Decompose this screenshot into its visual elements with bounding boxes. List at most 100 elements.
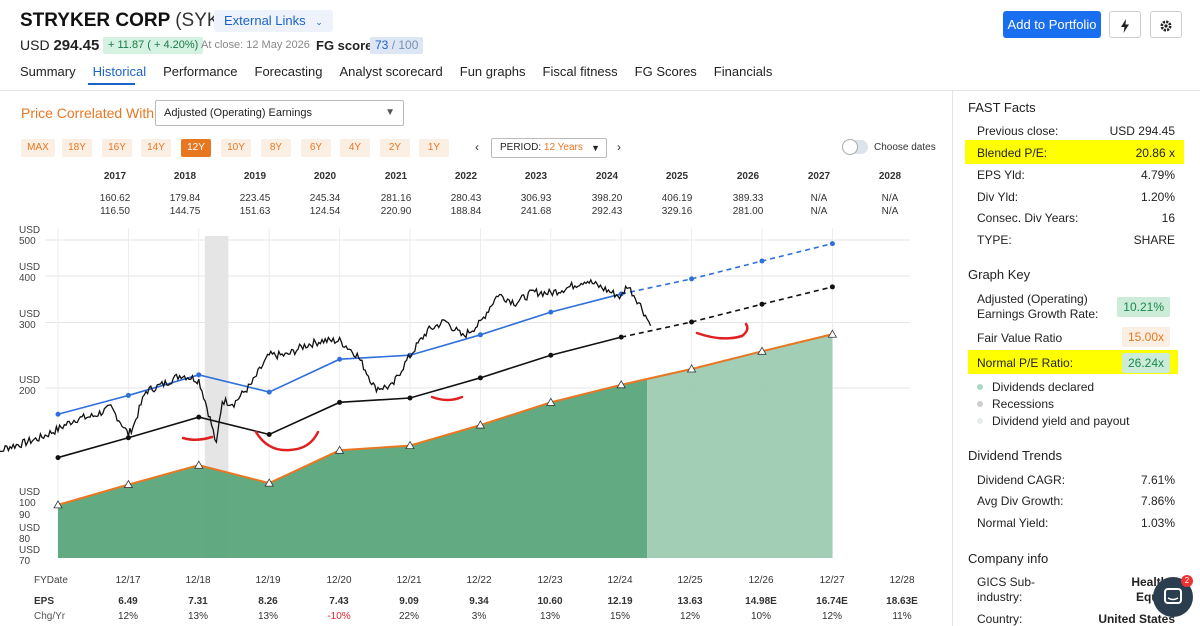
normal-pe-label: Normal P/E Ratio: xyxy=(977,356,1074,370)
dividend-marker xyxy=(264,478,274,487)
year-header: 2023 xyxy=(524,171,548,182)
choose-dates-label: Choose dates xyxy=(874,142,936,153)
eps-value: 12.19 xyxy=(607,596,633,607)
period-prev-button[interactable]: ‹ xyxy=(475,140,479,154)
year-low: 241.68 xyxy=(520,206,552,217)
y-tick-300: USD 300 xyxy=(19,309,41,331)
legend-dividend-yield[interactable]: Dividend yield and payout xyxy=(992,414,1130,428)
period-select[interactable]: PERIOD: 12 Years ▼ xyxy=(491,138,607,158)
normal-pe-badge: 26.24x xyxy=(1121,353,1170,373)
country-value: United States xyxy=(1098,612,1175,626)
range-4y-button[interactable]: 4Y xyxy=(340,139,370,157)
recessions-dot-icon xyxy=(977,401,983,407)
tab-performance[interactable]: Performance xyxy=(163,64,238,79)
year-high: 389.33 xyxy=(732,193,764,204)
tab-fiscal-fitness[interactable]: Fiscal fitness xyxy=(542,64,618,79)
legend-dividends[interactable]: Dividends declared xyxy=(992,380,1095,394)
tab-forecasting[interactable]: Forecasting xyxy=(254,64,323,79)
year-header: 2024 xyxy=(595,171,619,182)
quick-action-button[interactable] xyxy=(1109,11,1141,38)
dividend-marker xyxy=(686,364,697,373)
y-tick-90: 90 xyxy=(19,510,31,521)
earnings-growth-forecast-line xyxy=(621,242,833,295)
tab-financials[interactable]: Financials xyxy=(713,64,773,79)
external-links-dropdown[interactable]: External Links ⌄ xyxy=(214,10,333,32)
annotation-mark xyxy=(430,395,464,402)
currency: USD xyxy=(20,37,50,53)
eps-value: 10.60 xyxy=(537,596,563,607)
dividend-marker xyxy=(475,420,486,429)
chg-yr-value: 12% xyxy=(117,611,138,622)
earnings-growth-point xyxy=(477,332,483,338)
year-high: 398.20 xyxy=(591,193,623,204)
eps-value: 8.26 xyxy=(258,596,278,607)
range-max-button[interactable]: MAX xyxy=(21,139,55,157)
settings-button[interactable] xyxy=(1150,11,1182,38)
year-header: 2021 xyxy=(384,171,408,182)
earnings-growth-point xyxy=(337,356,343,362)
legend-recessions[interactable]: Recessions xyxy=(992,397,1055,411)
correlation-select[interactable]: Adjusted (Operating) Earnings ▼ xyxy=(155,100,404,126)
chg-yr-value: 13% xyxy=(257,611,278,622)
price-earnings-chart[interactable] xyxy=(0,0,950,626)
previous-close-value: USD 294.45 xyxy=(1109,124,1175,138)
earnings-growth-point xyxy=(125,392,131,398)
year-high: 406.19 xyxy=(661,193,693,204)
y-tick-500: USD 500 xyxy=(19,225,41,247)
range-18y-button[interactable]: 18Y xyxy=(62,139,92,157)
range-6y-button[interactable]: 6Y xyxy=(301,139,331,157)
fy-date: 12/18 xyxy=(185,575,211,586)
blended-pe-label: Blended P/E: xyxy=(977,146,1048,160)
add-to-portfolio-button[interactable]: Add to Portfolio xyxy=(1003,11,1101,38)
year-header: 2025 xyxy=(665,171,689,182)
earnings-growth-point xyxy=(55,411,61,417)
y-tick-400: USD 400 xyxy=(19,262,41,284)
range-1y-button[interactable]: 1Y xyxy=(419,139,449,157)
tab-summary[interactable]: Summary xyxy=(20,64,76,79)
year-header: 2018 xyxy=(173,171,197,182)
annotation-mark xyxy=(181,435,214,441)
earnings-growth-badge: 10.21% xyxy=(1117,297,1170,317)
range-16y-button[interactable]: 16Y xyxy=(102,139,132,157)
range-2y-button[interactable]: 2Y xyxy=(380,139,410,157)
year-header: 2028 xyxy=(878,171,902,182)
period-next-button[interactable]: › xyxy=(617,140,621,154)
earnings-growth-point xyxy=(829,241,835,247)
price-correlated-label: Price Correlated With xyxy=(21,105,155,121)
dividend-marker xyxy=(194,460,204,469)
earnings-growth-point xyxy=(689,276,695,282)
fair-value-line xyxy=(57,333,833,506)
year-high: 280.43 xyxy=(450,193,482,204)
range-14y-button[interactable]: 14Y xyxy=(141,139,171,157)
fg-score-max: / 100 xyxy=(391,38,419,52)
fy-date: 12/20 xyxy=(326,575,352,586)
tab-historical[interactable]: Historical xyxy=(92,64,147,79)
earnings-growth-point xyxy=(548,309,554,315)
correlation-select-value: Adjusted (Operating) Earnings xyxy=(164,107,312,119)
chg-yr-value: 3% xyxy=(471,611,487,622)
range-12y-button[interactable]: 12Y xyxy=(181,139,211,157)
lightning-icon xyxy=(1121,18,1129,33)
fair-value-badge: 15.00x xyxy=(1121,327,1170,347)
year-low: 151.63 xyxy=(239,206,271,217)
chg-yr-value: 11% xyxy=(892,611,912,622)
y-tick-70: USD 70 xyxy=(19,545,41,567)
tab-fg-scores[interactable]: FG Scores xyxy=(634,64,697,79)
external-links-label: External Links xyxy=(224,13,306,28)
price-change-badge: + 11.87 ( + 4.20%) xyxy=(103,37,204,54)
y-tick-80: USD 80 xyxy=(19,523,41,545)
range-10y-button[interactable]: 10Y xyxy=(221,139,251,157)
year-low: N/A xyxy=(881,206,899,217)
price-line xyxy=(0,278,652,453)
chat-notification-badge: 2 xyxy=(1181,575,1193,587)
earnings-growth-label: Adjusted (Operating) Earnings Growth Rat… xyxy=(977,292,1099,321)
tab-fun-graphs[interactable]: Fun graphs xyxy=(459,64,526,79)
year-low: N/A xyxy=(810,206,828,217)
year-header: 2027 xyxy=(807,171,831,182)
tab-analyst-scorecard[interactable]: Analyst scorecard xyxy=(339,64,443,79)
fy-date: 12/22 xyxy=(466,575,492,586)
chg-yr-value: 15% xyxy=(609,611,630,622)
fg-score-badge: 73 / 100 xyxy=(370,37,424,54)
chg-yr-value: 13% xyxy=(187,611,208,622)
range-8y-button[interactable]: 8Y xyxy=(261,139,291,157)
